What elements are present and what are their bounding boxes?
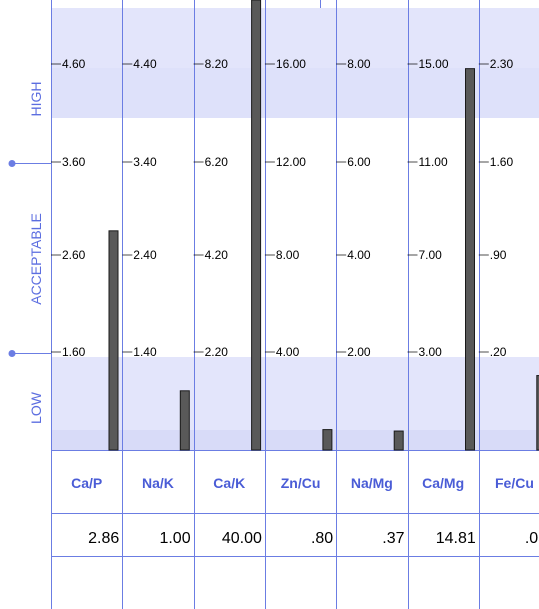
- tick-label: 11.00: [419, 155, 448, 169]
- zone-label-high: HIGH: [28, 82, 44, 117]
- bar-zn-cu: [322, 429, 333, 451]
- tick-label: 16.00: [276, 57, 306, 71]
- zone-label-low: LOW: [28, 391, 44, 424]
- low-zone-band: [51, 430, 539, 450]
- tick-label: 4.00: [347, 248, 371, 262]
- tick-label: 3.00: [419, 345, 443, 359]
- ratio-labels: Ca/P Na/K Ca/K Zn/Cu Na/Mg Ca/Mg Fe/Cu: [71, 475, 534, 491]
- high-zone-band: [51, 68, 539, 118]
- tick-label: 2.20: [205, 345, 229, 359]
- low-zone-bg: [51, 357, 539, 430]
- ratio-label: Fe/Cu: [495, 475, 534, 491]
- ratio-label: Na/Mg: [351, 475, 393, 491]
- value-label: .37: [382, 530, 404, 547]
- tick-label: 6.20: [205, 155, 229, 169]
- tick-label: 4.00: [276, 345, 300, 359]
- zone-labels: HIGH ACCEPTABLE LOW: [28, 82, 44, 424]
- tick-label: 2.30: [490, 57, 514, 71]
- tick-label: 8.00: [276, 248, 300, 262]
- value-label: 14.81: [436, 530, 476, 547]
- ratio-label: Na/K: [142, 475, 174, 491]
- bar-na-mg: [393, 430, 404, 451]
- ratio-label: Ca/K: [213, 475, 245, 491]
- tick-label: 4.20: [205, 248, 229, 262]
- zone-boundary-dot: [8, 160, 16, 167]
- tick-labels: 4.60 3.60 2.60 1.60 4.40 3.40 2.40 1.40 8.20 6.20…: [51, 57, 513, 359]
- tick-label: 1.40: [133, 345, 157, 359]
- high-zone-bg: [51, 8, 539, 118]
- tick-label: 3.60: [62, 155, 86, 169]
- tick-label: 2.00: [347, 345, 371, 359]
- value-label: 1.00: [159, 530, 190, 547]
- value-label: .80: [311, 530, 333, 547]
- zone-boundary-markers: [8, 160, 51, 357]
- zone-boundary-dot: [8, 350, 16, 357]
- tick-label: 4.60: [62, 57, 86, 71]
- zone-backgrounds: [51, 8, 539, 450]
- bar-ca-p: [108, 230, 119, 451]
- tick-label: 1.60: [62, 345, 86, 359]
- ratio-label: Ca/P: [71, 475, 102, 491]
- tick-label: 15.00: [419, 57, 449, 71]
- tick-label: 1.60: [490, 155, 514, 169]
- bar-fe-cu: [536, 375, 539, 451]
- bar-ca-mg: [465, 68, 475, 451]
- tick-label: .90: [490, 248, 507, 262]
- tick-label: 2.60: [62, 248, 86, 262]
- tick-label: 4.40: [133, 57, 157, 71]
- value-label: 40.00: [222, 530, 262, 547]
- tick-label: 8.20: [205, 57, 229, 71]
- tick-label: 3.40: [133, 155, 157, 169]
- tick-label: 7.00: [419, 248, 443, 262]
- tick-label: 8.00: [347, 57, 371, 71]
- tick-label: .20: [490, 345, 507, 359]
- bars: [108, 0, 539, 451]
- bar-na-k: [179, 390, 190, 451]
- tick-label: 12.00: [276, 155, 306, 169]
- value-label: .03: [525, 530, 539, 547]
- ratio-label: Zn/Cu: [281, 475, 321, 491]
- zone-label-acceptable: ACCEPTABLE: [28, 213, 44, 305]
- ratio-label: Ca/Mg: [422, 475, 464, 491]
- tick-label: 2.40: [133, 248, 157, 262]
- value-label: 2.86: [88, 530, 119, 547]
- value-labels: 2.86 1.00 40.00 .80 .37 14.81 .03: [88, 530, 539, 547]
- grid-lines: [51, 0, 539, 609]
- tick-label: 6.00: [347, 155, 371, 169]
- bar-ca-k: [251, 0, 262, 451]
